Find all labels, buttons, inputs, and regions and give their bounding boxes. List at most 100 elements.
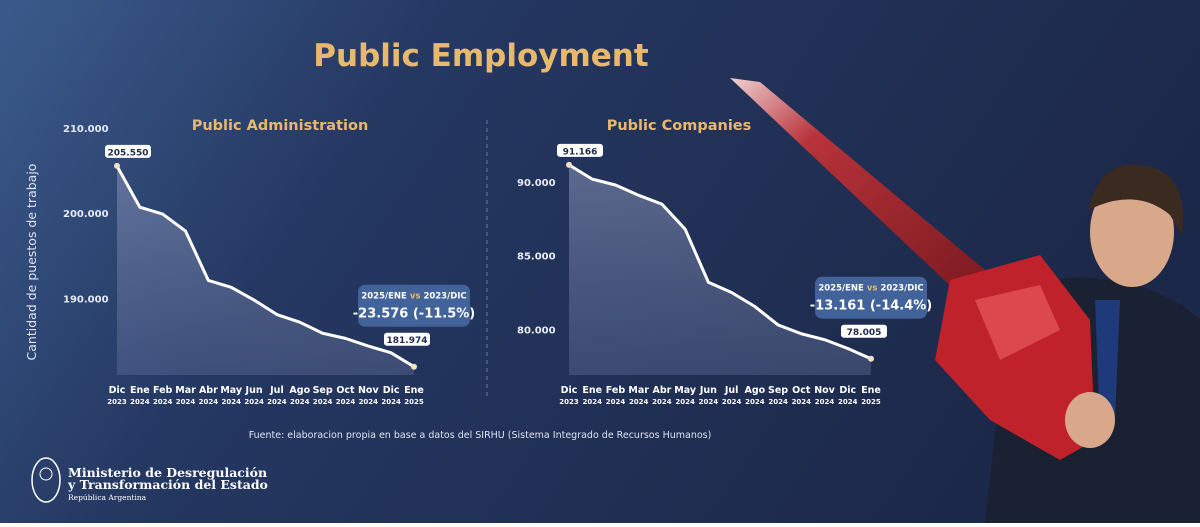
x-tick-label: Jun (245, 385, 263, 396)
annotation-from: 2025/ENE (818, 284, 864, 294)
x-tick-year: 2024 (815, 398, 835, 406)
x-tick-year: 2023 (559, 398, 579, 406)
x-tick-year: 2024 (290, 398, 310, 406)
value-label: 78.005 (847, 328, 882, 338)
y-tick-label: 200.000 (63, 209, 109, 220)
x-tick-year: 2024 (153, 398, 173, 406)
y-tick-label: 190.000 (63, 294, 109, 305)
x-tick-year: 2024 (722, 398, 742, 406)
x-tick-year: 2024 (675, 398, 695, 406)
line (115, 165, 415, 368)
x-tick-year: 2024 (381, 398, 401, 406)
source-note: Fuente: elaboracion propia en base a dat… (249, 430, 712, 441)
annotation-to: 2023/DIC (880, 284, 923, 294)
x-tick-label: Ago (289, 385, 310, 396)
x-tick-label: Dic (561, 385, 578, 396)
x-tick-label: Abr (653, 385, 672, 396)
x-tick-year: 2023 (107, 398, 127, 406)
annotation-vs: vs (867, 284, 878, 294)
x-tick-label: Ene (130, 385, 150, 396)
y-axis-label: Cantidad de puestos de trabajo (24, 164, 39, 361)
x-tick-year: 2024 (130, 398, 150, 406)
x-tick-label: Jul (724, 385, 739, 396)
chart-subtitle: Public Administration (192, 118, 369, 134)
x-tick-year: 2024 (606, 398, 626, 406)
x-tick-year: 2024 (313, 398, 333, 406)
x-tick-year: 2024 (244, 398, 264, 406)
value-label: 205.550 (108, 148, 149, 158)
value-label-box (384, 332, 430, 346)
x-tick-year: 2025 (404, 398, 424, 406)
x-tick-year: 2024 (359, 398, 379, 406)
y-tick-label: 90.000 (517, 178, 556, 189)
ministry-logo (31, 457, 61, 503)
x-tick-year: 2024 (652, 398, 672, 406)
x-tick-label: Feb (153, 385, 173, 396)
value-label-box (841, 324, 887, 338)
x-tick-label: Feb (606, 385, 626, 396)
annotation-header: 2025/ENE vs 2023/DIC (361, 292, 466, 302)
value-label-box (557, 143, 603, 157)
x-tick-year: 2024 (176, 398, 196, 406)
x-tick-label: May (674, 385, 697, 396)
ministry-line2: y Transformación del Estado (67, 477, 268, 492)
x-tick-year: 2024 (267, 398, 287, 406)
value-label-box (105, 144, 151, 158)
illustration (730, 78, 1200, 523)
x-tick-year: 2024 (629, 398, 649, 406)
page-title: Public Employment (313, 38, 649, 74)
annotation-change: -23.576 (-11.5%) (353, 307, 475, 322)
x-tick-label: Dic (839, 385, 856, 396)
x-tick-label: Sep (768, 385, 788, 396)
x-tick-label: Mar (175, 385, 196, 396)
x-tick-label: Dic (109, 385, 126, 396)
x-tick-year: 2024 (221, 398, 241, 406)
area (569, 164, 871, 375)
x-tick-label: Ago (745, 385, 766, 396)
x-tick-year: 2024 (582, 398, 602, 406)
x-tick-year: 2024 (199, 398, 219, 406)
y-tick-label: 80.000 (517, 325, 556, 336)
point (114, 162, 120, 169)
y-tick-label: 85.000 (517, 252, 556, 263)
x-tick-label: Oct (336, 385, 355, 396)
x-tick-label: Ene (582, 385, 602, 396)
ministry-line3: República Argentina (68, 493, 147, 502)
x-tick-label: Dic (383, 385, 400, 396)
y-tick-label: 210.000 (63, 124, 109, 135)
area (117, 165, 414, 375)
ministry-line1: Ministerio de Desregulación (68, 465, 267, 480)
x-tick-label: Ene (404, 385, 424, 396)
point (868, 355, 874, 362)
x-tick-year: 2024 (768, 398, 788, 406)
x-tick-label: Sep (313, 385, 333, 396)
x-tick-year: 2024 (336, 398, 356, 406)
x-tick-label: Jul (269, 385, 284, 396)
value-label: 181.974 (387, 336, 428, 346)
x-tick-year: 2024 (745, 398, 765, 406)
line (568, 163, 872, 361)
point (411, 363, 417, 370)
x-tick-year: 2024 (792, 398, 812, 406)
chart-subtitle: Public Companies (607, 118, 752, 134)
x-tick-label: Nov (358, 385, 379, 396)
annotation-box (358, 284, 470, 327)
point (566, 161, 572, 168)
x-tick-label: Oct (792, 385, 811, 396)
annotation-from: 2025/ENE (361, 292, 407, 302)
x-tick-label: Nov (814, 385, 835, 396)
annotation-change: -13.161 (-14.4%) (810, 299, 932, 314)
x-tick-year: 2024 (699, 398, 719, 406)
x-tick-label: Abr (199, 385, 218, 396)
annotation-vs: vs (410, 292, 421, 302)
x-tick-year: 2025 (861, 398, 881, 406)
x-tick-label: Jun (699, 385, 717, 396)
x-tick-year: 2024 (838, 398, 858, 406)
value-label: 91.166 (563, 147, 598, 157)
x-tick-label: Ene (861, 385, 881, 396)
x-tick-label: May (220, 385, 243, 396)
annotation-to: 2023/DIC (423, 292, 466, 302)
annotation-box (815, 276, 927, 319)
